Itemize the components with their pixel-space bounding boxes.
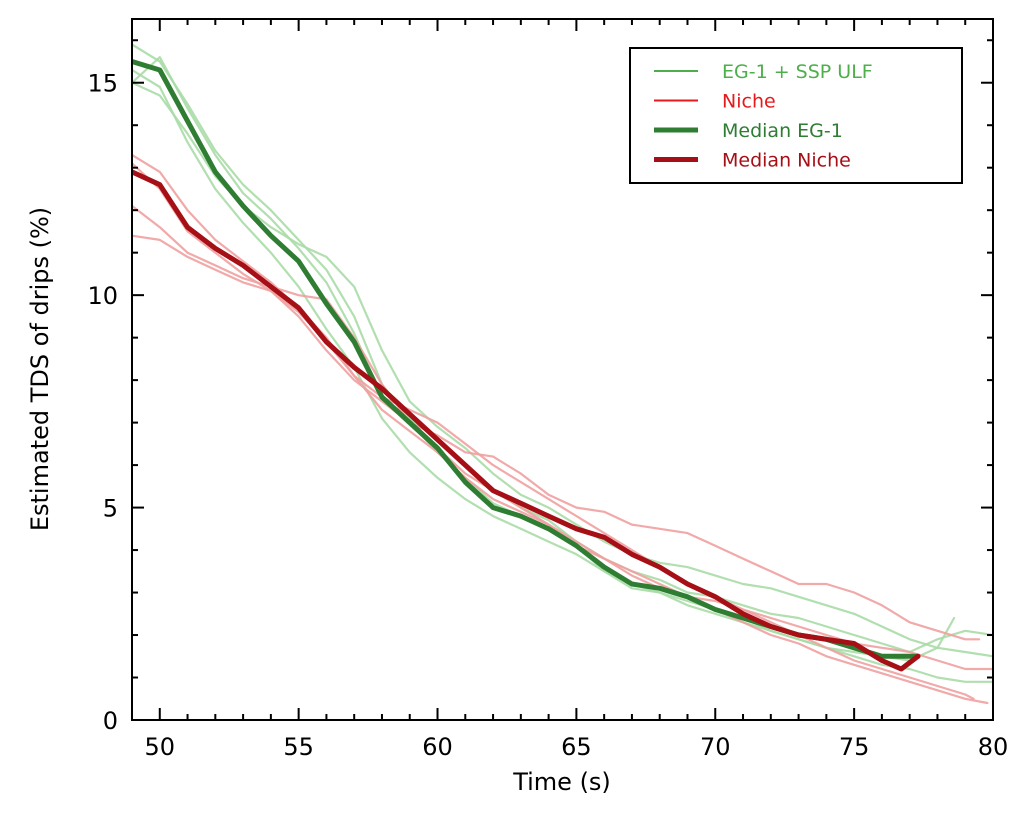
run-line-niche-5: [132, 204, 981, 641]
y-tick-label: 15: [87, 70, 118, 98]
x-tick-label: 70: [700, 733, 731, 761]
legend-label: Median EG-1: [722, 120, 843, 142]
x-axis-label: Time (s): [512, 768, 611, 796]
plot-frame: [131, 18, 994, 721]
run-line-eg1-0: [132, 43, 993, 654]
x-tick-label: 55: [283, 733, 314, 761]
legend-label: Median Niche: [722, 150, 851, 172]
y-axis-label: Estimated TDS of drips (%): [26, 207, 54, 531]
x-tick-label: 50: [145, 733, 176, 761]
y-tick-label: 0: [103, 707, 118, 735]
axes: 50 55 60 65 70 75 80 0 5 10 15: [87, 18, 1009, 761]
median-line-niche: [132, 169, 921, 672]
y-tick-label: 5: [103, 495, 118, 523]
legend: EG-1 + SSP ULF Niche Median EG-1 Median Nic…: [629, 47, 963, 184]
run-line-niche-7: [132, 162, 989, 705]
run-line-niche-6: [132, 234, 975, 700]
run-line-eg1-2: [132, 81, 993, 658]
y-tick-label: 10: [87, 282, 118, 310]
run-line-eg1-3: [132, 68, 993, 683]
legend-label: Niche: [722, 91, 776, 113]
x-tick-label: 80: [978, 733, 1009, 761]
x-tick-label: 60: [422, 733, 453, 761]
x-tick-label: 65: [561, 733, 592, 761]
series-layer: [132, 43, 993, 705]
legend-label: EG-1 + SSP ULF: [722, 61, 873, 83]
run-line-niche-4: [132, 153, 993, 671]
x-tick-label: 75: [839, 733, 870, 761]
